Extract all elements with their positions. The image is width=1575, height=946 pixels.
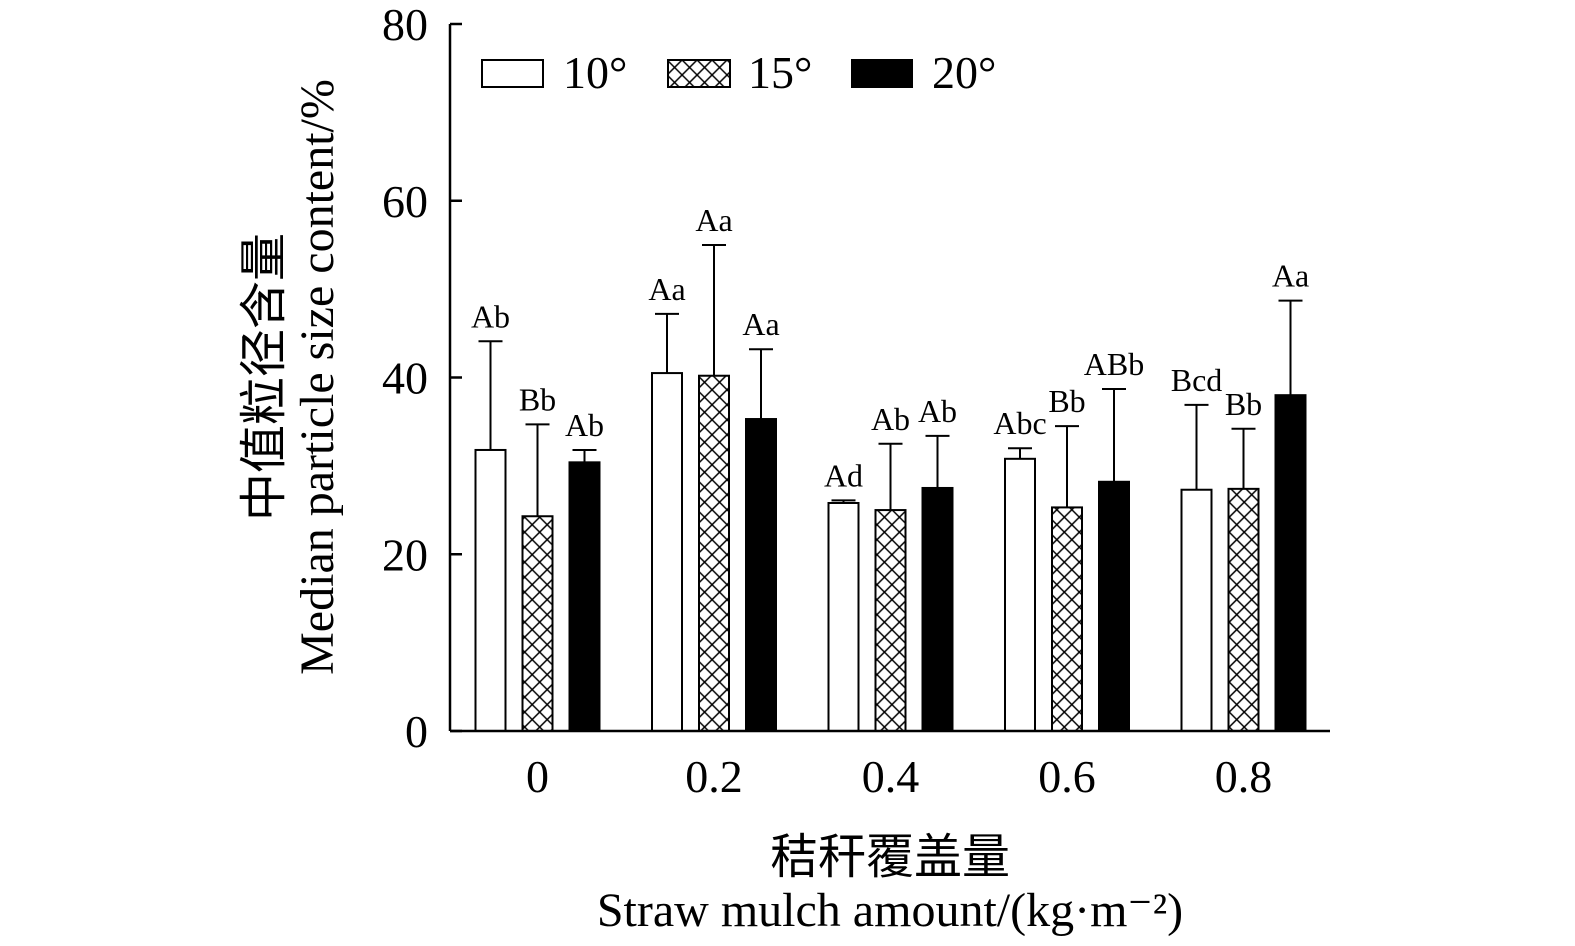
x-axis-ticks: 0 0.2 0.4 0.6 0.8 <box>526 751 1272 802</box>
y-tick-label: 20 <box>382 529 428 580</box>
legend-item-15deg: 15° <box>667 47 812 98</box>
significance-label-15deg-cat-2: Aa <box>695 202 732 238</box>
significance-label-15deg-cat-4: Bb <box>1048 383 1085 419</box>
bar-10deg-cat-1 <box>474 448 507 732</box>
bar-20deg-cat-2 <box>745 418 777 732</box>
bar-10deg-cat-2 <box>651 372 683 732</box>
legend-item-20deg: 20° <box>851 47 996 98</box>
error-bar-15deg-cat-2 <box>702 243 726 376</box>
significance-label-20deg-cat-4: ABb <box>1084 346 1144 382</box>
significance-label-10deg-cat-2: Aa <box>648 271 685 307</box>
significance-label-10deg-cat-4: Abc <box>993 405 1046 441</box>
x-tick-label: 0 <box>526 751 549 802</box>
bar-15deg-cat-1 <box>521 515 554 733</box>
significance-label-15deg-cat-3: Ab <box>871 401 910 437</box>
x-tick-label: 0.4 <box>862 751 920 802</box>
significance-label-10deg-cat-5: Bcd <box>1171 362 1223 398</box>
x-tick-label: 0.2 <box>685 751 743 802</box>
significance-label-20deg-cat-2: Aa <box>742 306 779 342</box>
legend-item-10deg: 10° <box>481 47 627 98</box>
y-tick-label: 0 <box>405 706 428 757</box>
x-axis-label-zh: 秸秆覆盖量 <box>770 831 1010 884</box>
significance-label-15deg-cat-1: Bb <box>519 381 556 417</box>
x-tick-label: 0.8 <box>1215 751 1273 802</box>
legend-swatch-20deg <box>851 59 913 88</box>
bar-20deg-cat-1 <box>568 461 601 732</box>
error-bar-10deg-cat-3 <box>831 499 856 503</box>
bar-15deg-cat-4 <box>1051 506 1083 732</box>
legend-swatch-10deg <box>481 59 544 88</box>
error-bar-15deg-cat-4 <box>1055 425 1079 508</box>
significance-label-10deg-cat-1: Ab <box>471 298 510 334</box>
bar-15deg-cat-2 <box>698 374 730 732</box>
y-axis-ticks: 0 20 40 60 80 <box>382 0 462 757</box>
error-bar-20deg-cat-5 <box>1278 299 1303 396</box>
significance-label-20deg-cat-3: Ab <box>918 393 957 429</box>
legend-label-10deg: 10° <box>563 47 627 98</box>
legend: 10° 15° 20° <box>481 47 996 98</box>
error-bar-20deg-cat-3 <box>925 434 950 488</box>
error-bar-15deg-cat-1 <box>525 423 550 517</box>
legend-label-15deg: 15° <box>748 47 812 98</box>
y-tick-label: 40 <box>382 353 428 404</box>
error-bar-10deg-cat-5 <box>1184 403 1209 490</box>
significance-label-20deg-cat-1: Ab <box>565 407 604 443</box>
significance-label-15deg-cat-5: Bb <box>1225 386 1262 422</box>
error-bar-20deg-cat-1 <box>572 448 597 463</box>
error-bar-10deg-cat-2 <box>655 312 679 374</box>
legend-label-20deg: 20° <box>932 47 996 98</box>
error-bar-15deg-cat-3 <box>878 442 903 511</box>
axes: 0 20 40 60 80 0 0.2 0.4 0.6 0.8 <box>382 0 1330 802</box>
bar-20deg-cat-3 <box>921 486 954 732</box>
y-axis-label-en: Median particle size content/% <box>291 79 344 675</box>
y-tick-label: 80 <box>382 0 428 50</box>
y-axis-label-zh: 中值粒径含量 <box>238 233 291 521</box>
bar-10deg-cat-5 <box>1180 488 1213 732</box>
error-bar-15deg-cat-5 <box>1231 427 1256 489</box>
bar-15deg-cat-5 <box>1227 487 1260 733</box>
significance-label-10deg-cat-3: Ad <box>824 457 863 493</box>
series-20deg: Ab Aa Ab ABb Aa <box>565 258 1309 732</box>
bar-20deg-cat-5 <box>1274 394 1307 732</box>
significance-label-20deg-cat-5: Aa <box>1272 258 1309 294</box>
bar-20deg-cat-4 <box>1098 480 1130 732</box>
error-bar-10deg-cat-4 <box>1008 447 1032 459</box>
error-bar-20deg-cat-4 <box>1102 387 1126 482</box>
error-bar-10deg-cat-1 <box>478 340 503 450</box>
bar-10deg-cat-4 <box>1004 457 1036 732</box>
x-axis-label-en: Straw mulch amount/(kg·m⁻²) <box>597 884 1183 937</box>
x-tick-label: 0.6 <box>1038 751 1096 802</box>
bar-15deg-cat-3 <box>874 509 907 732</box>
error-bar-20deg-cat-2 <box>749 348 773 420</box>
legend-swatch-15deg <box>667 59 731 88</box>
y-tick-label: 60 <box>382 176 428 227</box>
bar-10deg-cat-3 <box>827 501 860 732</box>
